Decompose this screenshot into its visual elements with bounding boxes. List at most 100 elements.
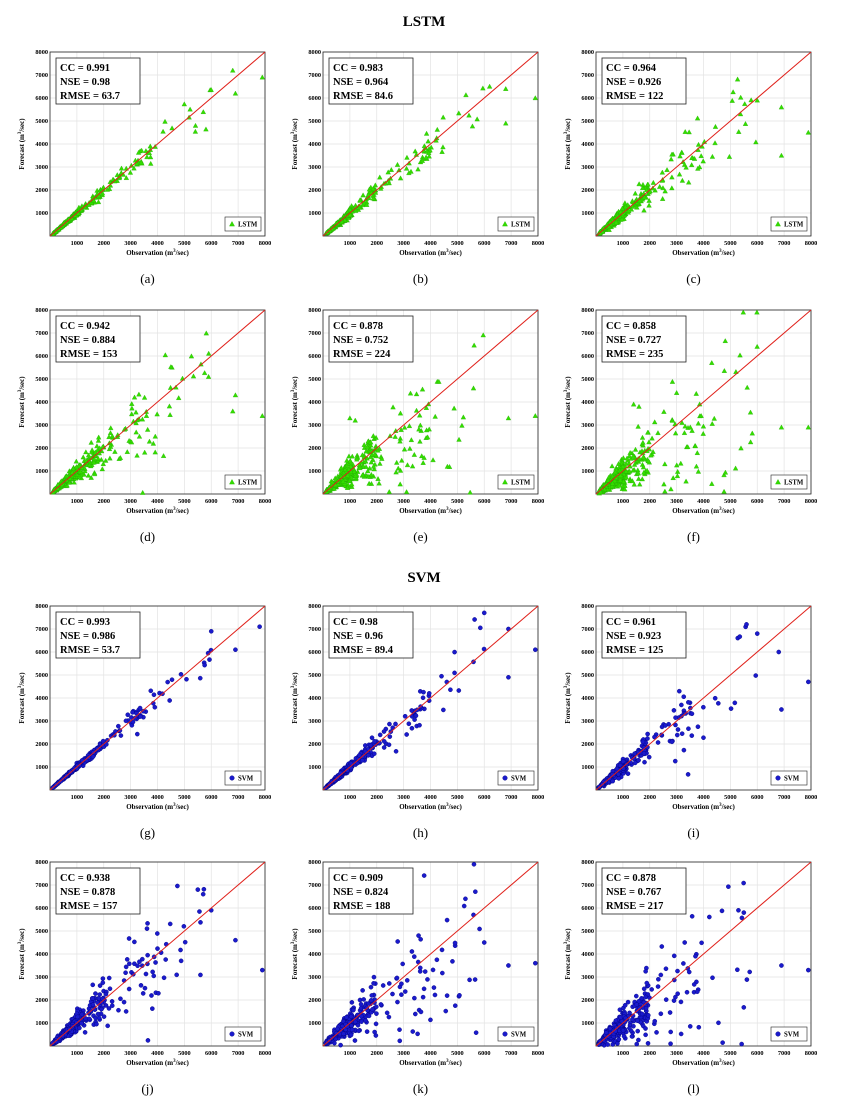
data-point — [477, 926, 482, 932]
data-point — [681, 694, 687, 700]
data-point — [656, 976, 661, 982]
y-tick-label: 8000 — [308, 603, 321, 610]
y-tick-label: 1000 — [581, 210, 594, 217]
metric-text: NSE = 0.986 — [60, 631, 115, 642]
data-point — [165, 679, 170, 685]
y-tick-label: 1000 — [581, 764, 594, 771]
data-point — [71, 479, 77, 485]
data-point — [375, 476, 381, 481]
data-point — [753, 673, 759, 678]
metrics-box — [328, 57, 414, 105]
x-tick-label: 4000 — [697, 794, 710, 801]
x-tick-label: 7000 — [232, 794, 245, 801]
y-tick-label: 5000 — [308, 672, 321, 679]
data-point — [613, 1018, 619, 1023]
y-axis-label: Forecast (m3/sec) — [18, 672, 26, 724]
data-point — [162, 352, 168, 358]
data-point — [622, 204, 629, 210]
data-point — [138, 983, 144, 988]
data-point — [681, 961, 686, 966]
data-point — [619, 216, 625, 222]
panel-l: 1000 2000 3000 4000 5000 6000 7000 8000 1000 2000… — [564, 859, 817, 1096]
data-point — [726, 884, 731, 889]
metric-text: NSE = 0.767 — [606, 887, 661, 898]
data-point — [686, 179, 692, 185]
data-point — [182, 939, 188, 945]
y-tick-label: 3000 — [35, 422, 48, 429]
x-tick-label: 3000 — [670, 1050, 683, 1057]
data-point — [406, 423, 413, 428]
data-point — [92, 449, 98, 455]
data-point — [368, 984, 374, 990]
data-point — [150, 969, 155, 975]
data-point — [380, 983, 386, 988]
data-point — [359, 757, 365, 763]
data-point — [166, 403, 173, 409]
y-tick-label: 3000 — [581, 974, 594, 981]
panel-a: 1000 2000 3000 4000 5000 6000 7000 8000 1000 2000… — [18, 49, 271, 286]
data-point — [643, 969, 648, 974]
data-point — [203, 126, 209, 132]
y-tick-label: 1000 — [308, 210, 321, 217]
x-tick-label: 7000 — [505, 240, 518, 247]
data-point — [140, 489, 146, 495]
data-point — [88, 439, 94, 445]
data-point — [416, 426, 422, 432]
data-point — [673, 994, 678, 1000]
y-tick-label: 7000 — [308, 882, 321, 889]
data-point — [686, 969, 692, 975]
data-point — [107, 430, 114, 436]
data-point — [377, 460, 383, 466]
y-tick-label: 2000 — [308, 445, 321, 452]
x-axis-label: Observation (m3/sec) — [672, 507, 735, 515]
data-point — [178, 671, 184, 677]
data-point — [728, 706, 734, 711]
x-tick-label: 8000 — [532, 240, 545, 247]
data-point — [133, 409, 139, 415]
data-point — [622, 1002, 628, 1008]
x-tick-label: 5000 — [724, 794, 737, 801]
data-point — [432, 992, 438, 998]
data-point — [694, 115, 701, 121]
data-point — [96, 1015, 102, 1021]
data-point — [634, 1041, 640, 1047]
data-point — [417, 969, 423, 974]
metric-text: CC = 0.993 — [60, 617, 110, 628]
x-tick-label: 6000 — [751, 240, 764, 247]
data-point — [439, 947, 445, 953]
data-point — [450, 959, 455, 964]
metric-text: NSE = 0.96 — [333, 631, 383, 642]
data-point — [91, 198, 97, 203]
x-tick-label: 2000 — [97, 1050, 110, 1057]
data-point — [440, 970, 445, 976]
data-point — [356, 1028, 362, 1034]
data-point — [420, 994, 426, 1000]
x-tick-label: 8000 — [532, 1050, 545, 1057]
data-point — [709, 481, 715, 486]
metric-text: RMSE = 188 — [333, 901, 390, 912]
data-point — [82, 1030, 88, 1035]
metric-text: NSE = 0.727 — [606, 335, 661, 346]
data-point — [136, 391, 142, 397]
data-point — [169, 677, 175, 682]
x-tick-label: 8000 — [805, 240, 818, 247]
data-point — [642, 759, 647, 765]
data-point — [644, 980, 650, 986]
data-point — [145, 952, 150, 958]
metric-text: RMSE = 235 — [606, 349, 663, 360]
data-point — [736, 129, 742, 134]
data-point — [80, 454, 86, 460]
data-point — [663, 997, 669, 1002]
legend-label: LSTM — [511, 480, 531, 487]
data-point — [719, 908, 725, 914]
x-tick-label: 5000 — [724, 1050, 737, 1057]
y-axis-label: Forecast (m3/sec) — [18, 928, 26, 980]
data-point — [409, 463, 416, 469]
x-tick-label: 6000 — [751, 498, 764, 505]
data-point — [416, 933, 421, 938]
x-tick-label: 2000 — [97, 240, 110, 247]
data-point — [167, 412, 173, 417]
data-point — [658, 972, 664, 978]
data-point — [232, 90, 239, 96]
data-point — [678, 460, 684, 466]
